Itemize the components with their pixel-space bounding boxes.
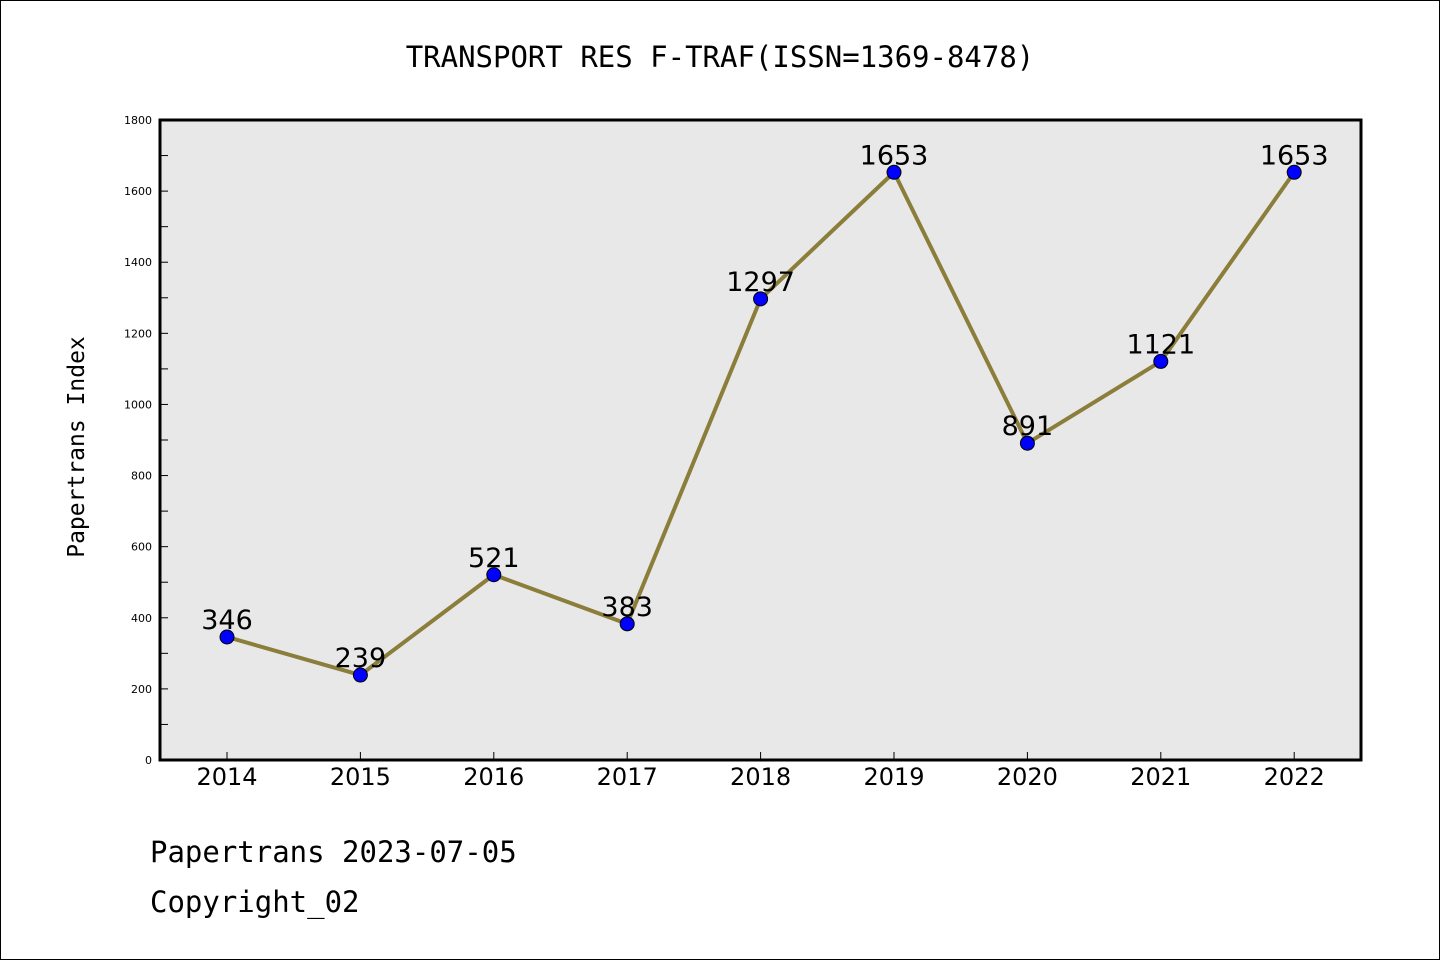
x-axis-tick-labels: 2014 2015 2016 2017 2018 2019 2020 2021 2022 <box>196 763 1324 791</box>
data-point <box>1019 435 1035 451</box>
x-tick-label: 2020 <box>997 763 1058 791</box>
data-point <box>886 164 902 180</box>
data-markers <box>219 164 1302 683</box>
footer-date-line: Papertrans 2023-07-05 <box>150 835 517 869</box>
footer-copyright-line: Copyright_02 <box>150 885 360 919</box>
y-tick-label: 1000 <box>124 398 152 411</box>
x-tick-label: 2021 <box>1130 763 1191 791</box>
data-point <box>219 629 235 645</box>
y-tick-label: 0 <box>145 754 152 767</box>
data-point <box>486 567 502 583</box>
plot-area <box>160 120 1361 760</box>
x-tick-label: 2016 <box>463 763 524 791</box>
y-tick-label: 1200 <box>124 327 152 340</box>
y-tick-label: 1600 <box>124 185 152 198</box>
chart-title: TRANSPORT RES F-TRAF(ISSN=1369-8478) <box>406 40 1035 74</box>
y-axis-tick-labels: 0 200 400 600 800 1000 1200 1400 1600 1800 <box>124 114 152 767</box>
x-tick-label: 2018 <box>730 763 791 791</box>
data-point <box>753 291 769 307</box>
x-tick-label: 2014 <box>196 763 257 791</box>
y-tick-label: 600 <box>131 541 152 554</box>
y-tick-label: 1800 <box>124 114 152 127</box>
y-tick-label: 1400 <box>124 256 152 269</box>
y-tick-label: 200 <box>131 683 152 696</box>
data-point <box>352 667 368 683</box>
y-tick-label: 800 <box>131 470 152 483</box>
plot-border <box>158 118 1363 762</box>
y-axis-label: Papertrans Index <box>64 336 90 558</box>
data-point <box>1153 353 1169 369</box>
x-tick-label: 2015 <box>330 763 391 791</box>
data-point <box>619 616 635 632</box>
y-tick-label: 400 <box>131 612 152 625</box>
data-point <box>1286 164 1302 180</box>
x-tick-label: 2019 <box>863 763 924 791</box>
x-tick-label: 2022 <box>1264 763 1325 791</box>
x-tick-label: 2017 <box>597 763 658 791</box>
